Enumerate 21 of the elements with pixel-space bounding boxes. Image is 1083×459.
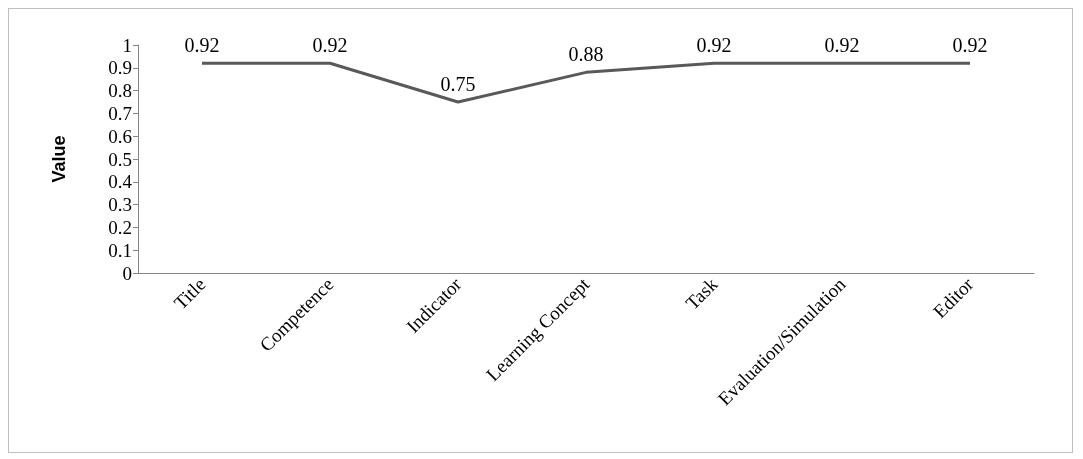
y-tick-label: 0.1: [108, 239, 132, 261]
y-tick-label: 0.6: [108, 125, 132, 147]
data-label: 0.75: [440, 73, 476, 95]
x-tick-label: Task: [681, 273, 722, 314]
y-tick-label: 0.7: [108, 102, 132, 124]
y-tick-label: 0.3: [108, 194, 132, 216]
data-label: 0.92: [184, 34, 220, 57]
x-tick-label: Title: [169, 273, 210, 314]
data-label: 0.92: [696, 34, 732, 57]
y-tick-label: 1: [122, 34, 132, 56]
y-tick-label: 0.5: [108, 148, 132, 170]
data-label: 0.92: [824, 34, 860, 57]
y-tick-label: 0.8: [108, 80, 132, 102]
y-tick-label: 0.2: [108, 216, 132, 238]
y-tick-label: 0.9: [108, 57, 132, 79]
y-tick-label: 0: [122, 262, 132, 284]
y-tick-label: 0.4: [108, 171, 133, 193]
data-label: 0.92: [312, 34, 348, 57]
data-label: 0.92: [952, 34, 988, 57]
y-axis-title: Value: [49, 135, 69, 183]
data-label: 0.88: [568, 43, 604, 66]
